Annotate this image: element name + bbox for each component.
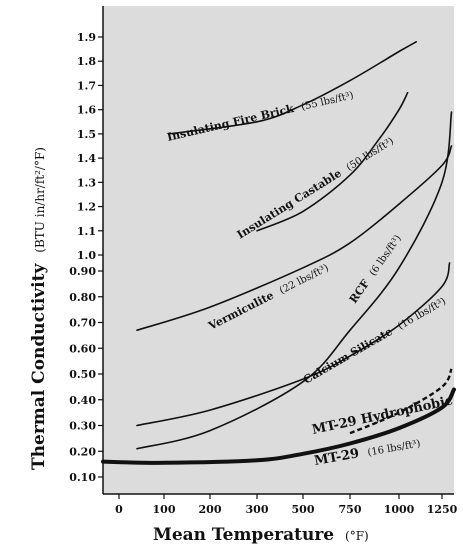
x-axis-title: Mean Temperature (°F) (153, 525, 369, 545)
series-line-rcf (136, 111, 453, 450)
y-tick-label: 1.3 (77, 176, 96, 189)
y-tick-label: 1.8 (77, 55, 96, 68)
x-tick-label: 200 (199, 503, 222, 516)
y-tick-label: 0.80 (69, 291, 96, 304)
y-tick-label: 0.30 (69, 420, 96, 433)
x-tick-label: 500 (292, 503, 315, 516)
series-line-insulating-castable (256, 91, 409, 232)
series-line-insulating-fire-brick (167, 41, 417, 135)
x-tick-label: 1250 (427, 503, 458, 516)
y-tick-label: 0.40 (69, 394, 96, 407)
y-tick-label: 1.4 (77, 152, 96, 165)
plot-background (103, 6, 454, 494)
y-tick-label: 0.70 (69, 317, 96, 330)
x-tick-label: 1000 (384, 503, 415, 516)
y-tick-label: 1.2 (77, 201, 96, 214)
series-line-mt-29 (101, 387, 456, 465)
y-tick-label: 0.10 (69, 471, 96, 484)
y-tick-label: 1.0 (77, 249, 96, 262)
y-tick-label: 0.50 (69, 368, 96, 381)
x-tick-label: 300 (246, 503, 269, 516)
y-tick-label: 1.1 (77, 225, 96, 238)
y-axis-title: Thermal Conductivity (BTU in/hr/ft²/°F) (29, 147, 49, 470)
x-tick-label: 750 (339, 503, 362, 516)
y-tick-label: 1.9 (77, 31, 96, 44)
series-line-vermiculite (136, 145, 453, 331)
x-axis-ticks: 0 100 200 300 500 750 1000 1250 (115, 494, 458, 516)
series-line-calcium-silicate (136, 262, 451, 427)
y-tick-label: 0.90 (69, 265, 96, 278)
y-tick-label: 1.5 (77, 128, 96, 141)
data-series (101, 41, 456, 465)
series-line-mt-29-hydrophobic (349, 368, 453, 435)
y-tick-label: 1.7 (77, 79, 96, 92)
x-tick-label: 0 (115, 503, 123, 516)
y-axis-ticks: 0.10 0.20 0.30 0.40 0.50 0.60 0.70 0.80 0.90 1.0 1… (69, 31, 103, 484)
y-tick-label: 0.20 (69, 445, 96, 458)
y-tick-label: 0.60 (69, 342, 96, 355)
y-tick-label: 1.6 (77, 104, 96, 117)
x-tick-label: 100 (153, 503, 176, 516)
